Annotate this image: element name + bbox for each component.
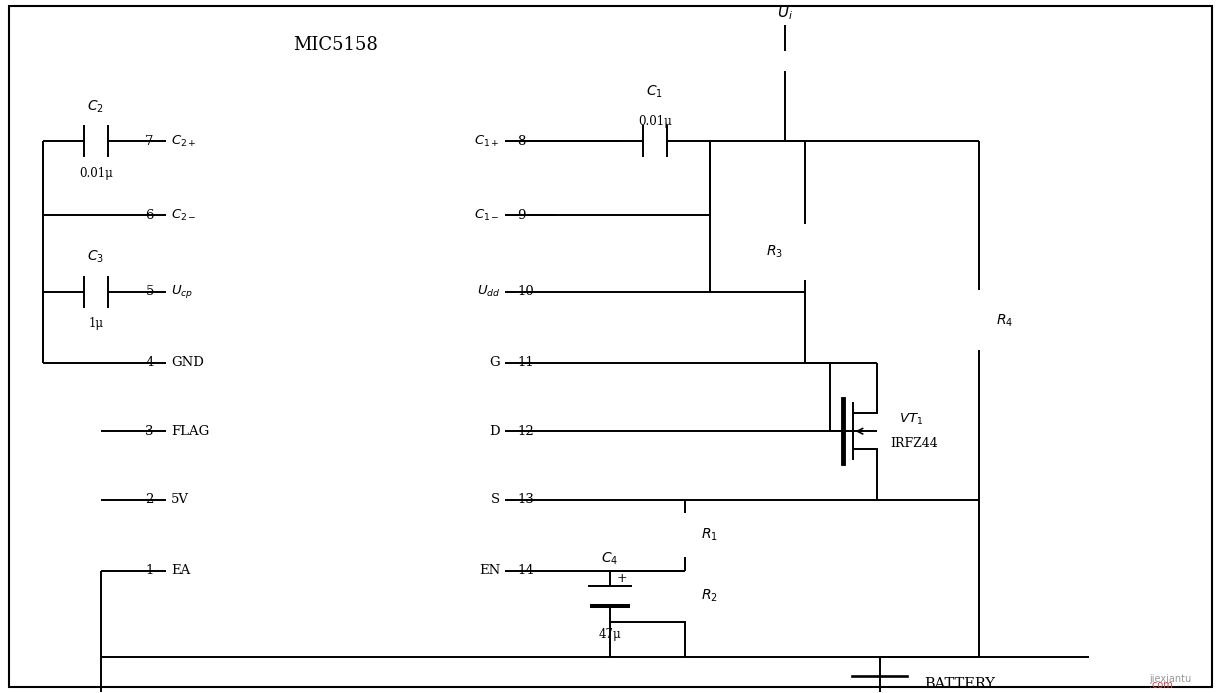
Circle shape [777,134,792,148]
Circle shape [35,356,50,370]
Text: 3: 3 [145,425,154,438]
Text: IRFZ44: IRFZ44 [891,437,938,450]
Bar [166,73,505,620]
Text: $C_1$: $C_1$ [646,83,664,100]
Text: 10: 10 [517,286,534,298]
Text: $R_1$: $R_1$ [701,527,719,543]
Text: $U_i$: $U_i$ [777,3,793,22]
Circle shape [678,493,692,507]
Text: 7: 7 [145,134,154,148]
Bar [675,571,695,621]
Text: $R_2$: $R_2$ [701,588,719,604]
Text: $R_3$: $R_3$ [766,244,783,261]
Circle shape [870,356,884,370]
Text: 5: 5 [145,286,154,298]
Circle shape [678,493,692,507]
Circle shape [703,134,717,148]
Circle shape [678,563,692,578]
Circle shape [678,650,692,664]
Text: 2: 2 [145,493,154,506]
Text: $C_2$: $C_2$ [88,98,104,114]
Text: 6: 6 [145,209,154,222]
Circle shape [678,563,692,578]
Circle shape [870,493,884,507]
Circle shape [703,356,717,370]
Text: $C_{1+}$: $C_{1+}$ [474,134,500,149]
Text: D: D [490,425,500,438]
Text: 5V: 5V [171,493,188,506]
Text: 13: 13 [517,493,534,506]
Text: $R_4$: $R_4$ [996,313,1013,328]
Text: BATTERY: BATTERY [924,677,995,692]
Text: EN: EN [479,564,500,577]
Bar [675,513,695,557]
Text: $C_{1-}$: $C_{1-}$ [474,207,500,222]
Circle shape [973,493,986,507]
Text: MIC5158: MIC5158 [293,36,378,54]
Circle shape [678,615,692,629]
Text: .com: .com [1149,680,1173,690]
Text: $C_4$: $C_4$ [601,550,618,567]
Text: +: + [617,572,627,585]
Text: $C_{2+}$: $C_{2+}$ [171,134,197,149]
Text: $VT_1$: $VT_1$ [899,412,924,427]
Text: $C_3$: $C_3$ [88,249,104,265]
Text: 47μ: 47μ [599,628,621,641]
Text: 0.01μ: 0.01μ [638,115,672,128]
Circle shape [973,650,986,664]
Text: G: G [490,356,500,369]
Text: jiexiantu: jiexiantu [1149,674,1191,684]
Circle shape [873,650,886,664]
Text: 14: 14 [517,564,534,577]
Text: 0.01μ: 0.01μ [79,167,112,179]
Text: 8: 8 [517,134,525,148]
Text: $C_{2-}$: $C_{2-}$ [171,207,197,222]
Text: $U_{dd}$: $U_{dd}$ [477,284,500,299]
Text: GND: GND [171,356,204,369]
Text: S: S [491,493,500,506]
Text: 4: 4 [145,356,154,369]
Text: EA: EA [171,564,191,577]
Text: FLAG: FLAG [171,425,209,438]
Text: 1μ: 1μ [88,317,104,330]
Text: 9: 9 [517,209,525,222]
Circle shape [703,285,717,299]
Bar [793,225,815,279]
Text: $U_{cp}$: $U_{cp}$ [171,283,193,300]
Text: 1: 1 [145,564,154,577]
Circle shape [798,356,811,370]
Bar [968,290,990,351]
Text: 12: 12 [517,425,534,438]
Text: 11: 11 [517,356,534,369]
